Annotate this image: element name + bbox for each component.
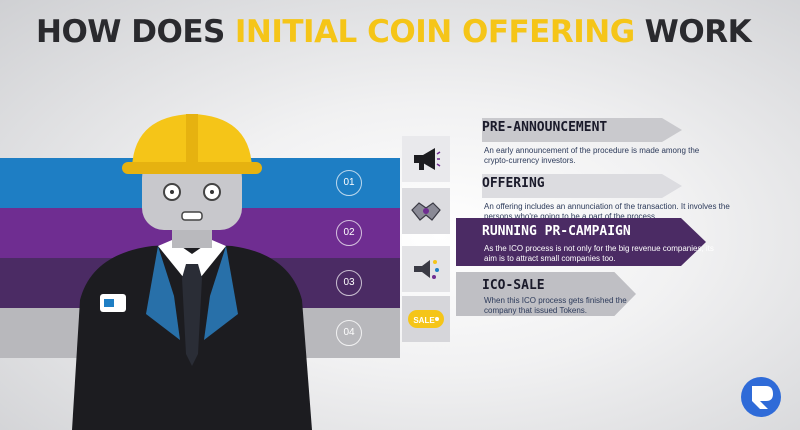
step-number-4: 04 — [336, 320, 362, 346]
helmet-brim — [122, 162, 262, 174]
sale-tag-icon: SALE — [408, 310, 444, 328]
megaphone-icon — [414, 148, 441, 170]
speaker-icon-tile — [402, 246, 450, 292]
title-highlight: INITIAL COIN OFFERING — [234, 14, 635, 50]
step-1-description: An early announcement of the procedure i… — [484, 146, 700, 165]
engineer-illustration — [72, 114, 312, 430]
step-1-title: PRE-ANNOUNCEMENT — [482, 120, 608, 135]
title-part-1: HOW DOES — [36, 14, 225, 50]
step-number-3: 03 — [336, 270, 362, 296]
step-4-title: ICO-SALE — [482, 278, 545, 293]
step-4-panel — [456, 272, 636, 316]
step-3-description: As the ICO process is not only for the b… — [484, 244, 714, 263]
megaphone-icon-tile — [402, 136, 450, 182]
sale-tag-icon-tile: SALE — [402, 296, 450, 342]
handshake-icon — [411, 202, 441, 221]
lapel-right — [204, 246, 238, 340]
sale-tag-label: SALE — [413, 316, 435, 325]
step-4-description: When this ICO process gets finished the … — [484, 296, 627, 315]
step-3-title: RUNNING PR-CAMPAIGN — [482, 224, 631, 239]
face — [142, 156, 242, 230]
lapel-left — [146, 246, 180, 340]
page-title: HOW DOES INITIAL COIN OFFERING WORK — [36, 14, 752, 50]
step-number-1: 01 — [336, 170, 362, 196]
title-part-2: WORK — [644, 14, 752, 50]
tie — [182, 264, 202, 366]
step-3-panel — [456, 218, 706, 266]
step-1-tag — [482, 118, 682, 142]
mouth — [181, 211, 203, 221]
speaker-icon — [414, 260, 439, 279]
step-2-title: OFFERING — [482, 176, 545, 191]
handshake-icon-tile — [402, 188, 450, 234]
step-number-2: 02 — [336, 220, 362, 246]
logo-icon — [741, 377, 781, 417]
step-2-description: An offering includes an annunciation of … — [484, 202, 730, 221]
step-2-tag — [482, 174, 682, 198]
